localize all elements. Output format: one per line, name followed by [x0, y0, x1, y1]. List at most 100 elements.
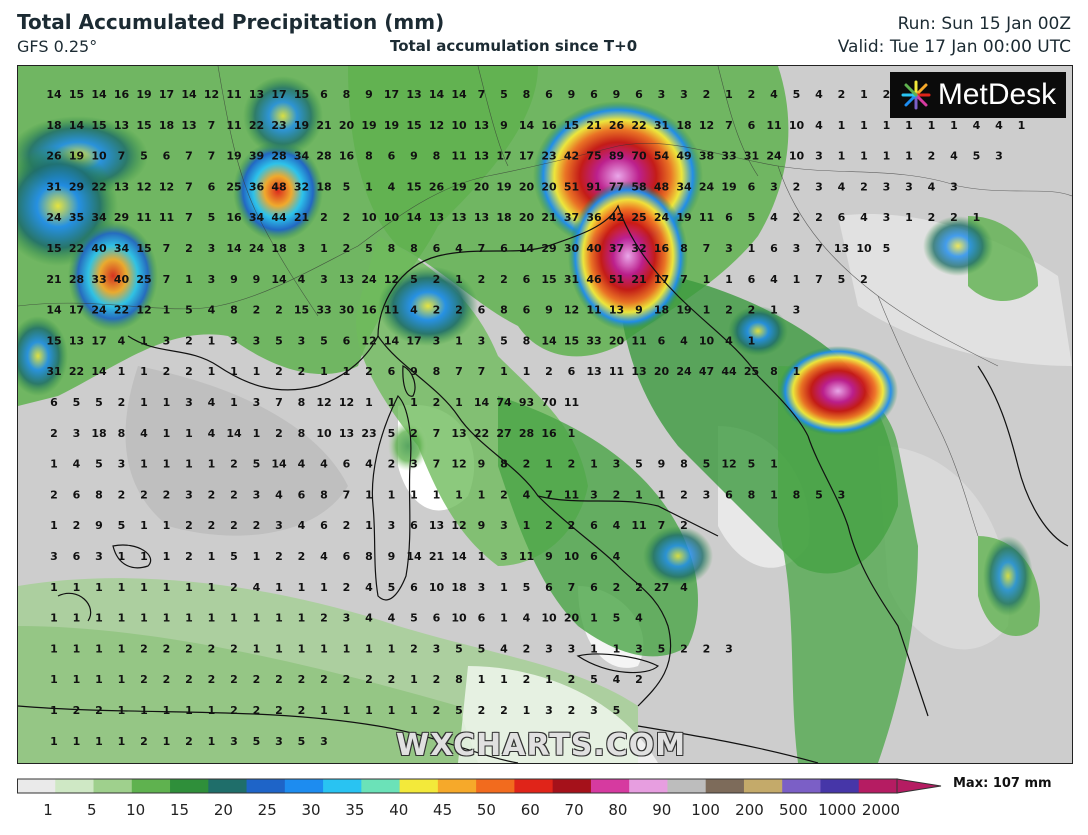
grid-value: 20 [519, 180, 535, 193]
grid-value: 4 [320, 550, 328, 563]
legend-tick-label: 70 [564, 801, 584, 819]
legend-colorbar [17, 778, 942, 794]
grid-value: 11 [136, 211, 151, 224]
grid-value: 4 [613, 519, 621, 532]
grid-value: 3 [410, 458, 418, 471]
grid-value: 14 [91, 88, 107, 101]
grid-value: 1 [118, 581, 126, 594]
grid-value: 31 [46, 180, 61, 193]
grid-value: 5 [343, 180, 351, 193]
run-label: Run: Sun 15 Jan 00Z [897, 14, 1071, 34]
grid-value: 47 [699, 365, 714, 378]
grid-value: 1 [523, 365, 531, 378]
grid-value: 6 [725, 488, 733, 501]
grid-value: 19 [226, 150, 241, 163]
grid-value: 2 [680, 488, 688, 501]
grid-value: 5 [253, 458, 261, 471]
grid-value: 5 [635, 458, 643, 471]
grid-value: 1 [320, 581, 328, 594]
grid-value: 1 [793, 365, 801, 378]
grid-value: 12 [451, 519, 466, 532]
grid-value: 16 [339, 150, 355, 163]
grid-value: 19 [361, 119, 376, 132]
grid-value: 2 [455, 304, 463, 317]
grid-value: 1 [320, 242, 328, 255]
legend-color-cell [667, 779, 707, 793]
grid-value: 1 [140, 396, 148, 409]
grid-value: 4 [298, 519, 306, 532]
grid-value: 3 [883, 211, 891, 224]
grid-value: 1 [860, 88, 868, 101]
grid-value: 1 [208, 735, 216, 748]
grid-value: 13 [451, 211, 466, 224]
grid-value: 74 [496, 396, 512, 409]
grid-value: 5 [185, 304, 193, 317]
grid-value: 10 [91, 150, 107, 163]
grid-value: 17 [159, 88, 174, 101]
grid-value: 11 [564, 488, 579, 501]
grid-value: 46 [586, 273, 602, 286]
grid-value: 4 [208, 304, 216, 317]
grid-value: 1 [50, 642, 58, 655]
legend-color-cell [590, 779, 630, 793]
grid-value: 1 [455, 334, 463, 347]
grid-value: 11 [699, 211, 714, 224]
precipitation-map[interactable]: 14 15 14 16 19 17 14 12 11 13 17 15 6 8 9 17 13 14 14 7 5 8 6 9… [17, 65, 1073, 764]
grid-value: 1 [95, 735, 103, 748]
grid-value: 12 [699, 119, 714, 132]
grid-value: 13 [429, 211, 444, 224]
grid-value: 1 [253, 550, 261, 563]
grid-value: 20 [541, 180, 557, 193]
grid-value: 7 [118, 150, 126, 163]
grid-value: 1 [185, 273, 193, 286]
grid-value: 32 [631, 242, 646, 255]
grid-value: 15 [91, 119, 106, 132]
grid-value: 2 [523, 458, 531, 471]
grid-value: 4 [410, 304, 418, 317]
grid-value: 1 [163, 581, 171, 594]
grid-value: 11 [631, 519, 646, 532]
grid-value: 6 [500, 242, 508, 255]
grid-value: 19 [294, 119, 309, 132]
grid-value: 14 [91, 365, 107, 378]
grid-value: 2 [73, 704, 81, 717]
grid-value: 1 [230, 365, 238, 378]
grid-value: 40 [91, 242, 107, 255]
grid-value: 3 [388, 519, 396, 532]
grid-value: 15 [69, 88, 84, 101]
grid-value: 24 [46, 211, 62, 224]
grid-value: 30 [339, 304, 355, 317]
grid-value: 10 [541, 612, 557, 625]
grid-value: 5 [748, 458, 756, 471]
grid-value: 7 [545, 488, 553, 501]
grid-value: 1 [50, 673, 58, 686]
grid-value: 3 [590, 488, 598, 501]
grid-value: 3 [230, 334, 238, 347]
grid-value: 8 [748, 488, 756, 501]
grid-value: 1 [50, 735, 58, 748]
grid-value: 5 [230, 550, 238, 563]
grid-value: 2 [50, 427, 58, 440]
grid-value: 2 [230, 458, 238, 471]
grid-value: 2 [140, 488, 148, 501]
grid-value: 12 [429, 119, 444, 132]
grid-value: 8 [410, 242, 418, 255]
grid-value: 3 [253, 488, 261, 501]
grid-value: 2 [185, 519, 193, 532]
grid-value: 1 [140, 581, 148, 594]
grid-value: 2 [95, 704, 103, 717]
grid-value: 1 [95, 673, 103, 686]
grid-value: 1 [140, 365, 148, 378]
grid-value: 2 [793, 180, 801, 193]
grid-value: 6 [388, 150, 396, 163]
grid-value: 1 [545, 673, 553, 686]
grid-value: 34 [91, 211, 107, 224]
grid-value: 2 [343, 211, 351, 224]
grid-value: 17 [496, 150, 511, 163]
grid-value: 16 [361, 304, 377, 317]
grid-value: 4 [770, 88, 778, 101]
grid-value: 7 [185, 150, 193, 163]
grid-value: 6 [748, 180, 756, 193]
grid-value: 7 [725, 119, 733, 132]
grid-value: 2 [230, 488, 238, 501]
